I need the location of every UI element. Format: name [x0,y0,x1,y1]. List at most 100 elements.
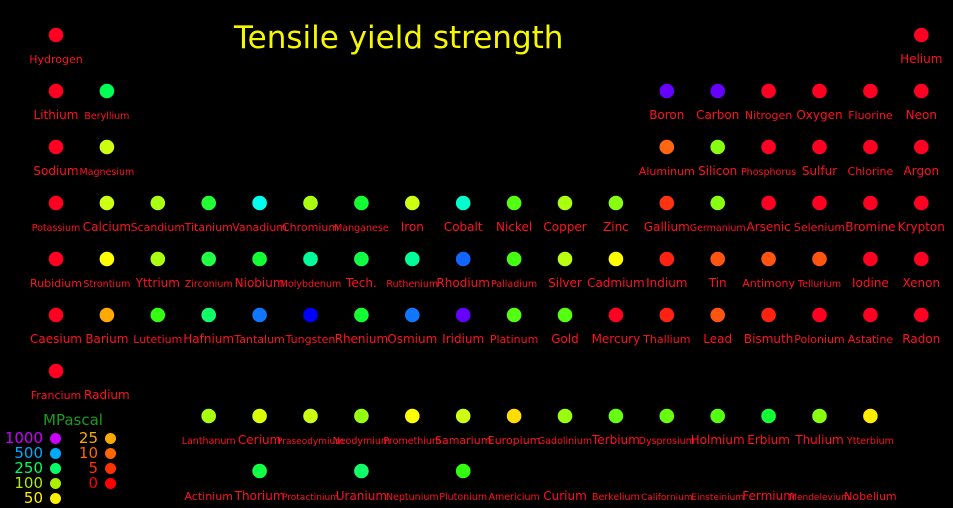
element-dot-rhenium [354,307,369,323]
element-dot-gold [557,307,573,323]
element-label-selenium: Selenium [794,221,845,234]
element-dot-sodium [48,139,64,155]
element-dot-nickel [506,195,522,211]
element-dot-tungsten [303,307,318,323]
legend-swatch [50,447,61,459]
element-dot-molybdenum [303,251,318,267]
element-label-osmium: Osmium [387,332,437,346]
element-label-californium: Californium [641,493,693,503]
element-label-hafnium: Hafnium [183,332,234,346]
element-dot-titanium [201,195,216,211]
element-label-mendelevium: Mendelevium [789,493,850,503]
element-dot-lutetium [150,307,166,323]
legend-unit-label: MPascal [43,411,103,429]
element-label-samarium: Samarium [435,434,491,447]
element-label-actinium: Actinium [184,490,232,503]
element-dot-gadolinium [557,408,573,424]
element-label-uranium: Uranium [336,489,387,503]
element-dot-erbium [761,408,776,424]
element-dot-chlorine [863,139,878,155]
element-label-dysprosium: Dysprosium [639,436,695,447]
element-label-niobium: Niobium [235,276,285,290]
element-label-hydrogen: Hydrogen [29,53,83,66]
element-label-calcium: Calcium [83,220,131,234]
legend-item-50: 50 [0,489,61,507]
element-dot-neon [914,83,929,99]
chart-title: Tensile yield strength [234,20,564,56]
element-dot-antimony [761,251,776,267]
element-label-barium: Barium [85,332,128,346]
element-dot-fluorine [863,83,878,99]
element-dot-copper [557,195,573,211]
element-label-silicon: Silicon [698,164,737,178]
element-label-lanthanum: Lanthanum [182,436,236,447]
legend-label: 1000 [4,429,43,447]
element-label-platinum: Platinum [490,333,538,346]
element-label-thulium: Thulium [794,433,844,447]
element-label-sulfur: Sulfur [802,164,837,178]
element-dot-oxygen [812,83,827,99]
element-dot-tellurium [812,251,827,267]
element-label-yttrium: Yttrium [135,276,180,290]
element-label-cobalt: Cobalt [444,220,483,234]
element-dot-xenon [914,251,929,267]
element-dot-rubidium [48,251,64,267]
element-label-neptunium: Neptunium [386,492,439,503]
element-dot-krypton [914,195,929,211]
element-label-molybdenum: Molybdenum [280,279,341,290]
legend-item-100: 100 [0,474,61,492]
element-dot-boron [659,83,675,99]
element-dot-helium [914,27,929,43]
element-label-lead: Lead [703,332,732,346]
element-dot-bromine [863,195,878,211]
element-label-palladium: Palladium [491,279,537,290]
legend-item-1000: 1000 [0,429,61,447]
legend-swatch [105,432,116,444]
element-label-protactinium: Protactinium [282,493,339,503]
element-label-thorium: Thorium [234,489,285,503]
element-dot-iridium [455,307,471,323]
element-dot-thorium [252,463,267,479]
element-label-cerium: Cerium [238,433,281,447]
element-dot-selenium [812,195,827,211]
legend-swatch [105,462,116,474]
element-label-copper: Copper [543,220,586,234]
element-label-oxygen: Oxygen [796,108,842,122]
element-dot-thallium [659,307,675,323]
element-dot-argon [914,139,929,155]
element-dot-lithium [48,83,64,99]
element-label-lutetium: Lutetium [133,333,182,346]
legend-label: 50 [23,489,43,507]
element-dot-germanium [710,195,725,211]
legend-label: 500 [14,444,43,462]
element-label-americium: Americium [488,492,539,503]
element-dot-arsenic [761,195,776,211]
element-label-zirconium: Zirconium [185,279,233,290]
element-label-xenon: Xenon [902,276,940,290]
element-label-thallium: Thallium [642,333,690,346]
element-label-tech: Tech. [345,276,377,290]
element-label-rhenium: Rhenium [335,332,389,346]
element-label-arsenic: Arsenic [746,220,790,234]
element-dot-astatine [863,307,878,323]
element-dot-aluminum [659,139,675,155]
element-label-manganese: Manganese [334,223,389,234]
element-label-tin: Tin [708,276,727,290]
element-label-plutonium: Plutonium [439,492,487,503]
element-dot-ruthenium [405,251,420,267]
element-dot-praseodymium [303,408,318,424]
element-label-nobelium: Nobelium [844,490,897,503]
element-label-radium: Radium [84,388,130,402]
element-label-ytterbium: Ytterbium [846,436,894,447]
element-label-magnesium: Magnesium [80,167,135,178]
element-label-neodymium: Neodymium [333,436,391,447]
element-dot-neodymium [354,408,369,424]
element-label-titanium: Titanium [184,221,233,234]
element-label-gallium: Gallium [644,220,690,234]
element-dot-silicon [710,139,725,155]
element-label-iodine: Iodine [852,276,889,290]
legend-swatch [105,447,116,459]
element-label-scandium: Scandium [131,221,185,234]
element-label-praseodymium: Praseodymium [277,437,344,447]
element-dot-iodine [863,251,878,267]
